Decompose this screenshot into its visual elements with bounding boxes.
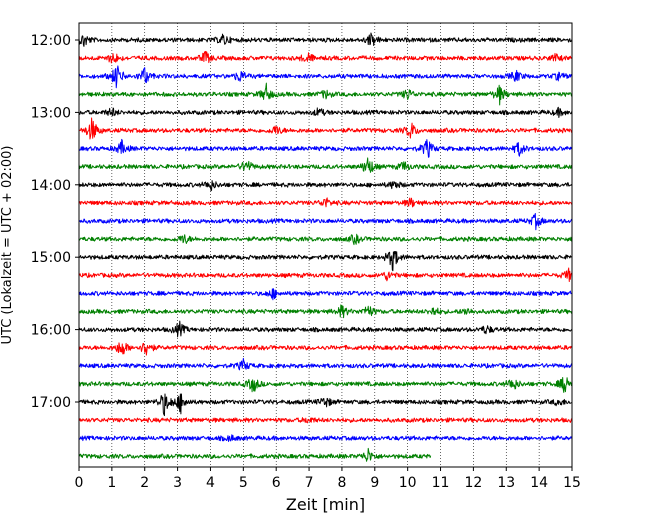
- trace-1615: [78, 342, 573, 356]
- trace-1345: [78, 157, 573, 173]
- x-tick-label: 15: [563, 475, 581, 491]
- trace-1645: [78, 377, 573, 393]
- x-tick-label: 8: [337, 475, 346, 491]
- y-tick-label: 13:00: [31, 105, 71, 121]
- y-tick-label: 17:00: [31, 395, 71, 411]
- x-tick-label: 14: [530, 475, 548, 491]
- x-tick-label: 4: [206, 475, 215, 491]
- x-tick-label: 5: [239, 475, 248, 491]
- y-tick-label: 15:00: [31, 250, 71, 266]
- x-tick-label: 3: [173, 475, 182, 491]
- trace-1445: [78, 233, 573, 246]
- trace-1600: [78, 320, 573, 338]
- y-tick-label: 12:00: [31, 33, 71, 49]
- x-tick-label: 13: [497, 475, 515, 491]
- trace-1315: [78, 117, 573, 140]
- trace-1200: [78, 32, 573, 47]
- x-tick-label: 11: [432, 475, 450, 491]
- trace-1400: [78, 180, 573, 192]
- x-tick-label: 12: [464, 475, 482, 491]
- trace-1515: [78, 267, 573, 283]
- x-tick-label: 9: [370, 475, 379, 491]
- trace-1230: [78, 65, 573, 89]
- trace-1700: [78, 393, 573, 417]
- x-axis-label: Zeit [min]: [286, 495, 365, 514]
- trace-1500: [78, 250, 573, 272]
- x-tick-label: 10: [399, 475, 417, 491]
- trace-1545: [78, 304, 573, 319]
- seismogram-traces: [78, 32, 573, 462]
- x-tick-label: 0: [75, 475, 84, 491]
- y-tick-label: 16:00: [31, 323, 71, 339]
- x-tick-label: 1: [107, 475, 116, 491]
- trace-1530: [78, 288, 573, 301]
- trace-1715: [78, 417, 573, 424]
- trace-1330: [78, 138, 573, 158]
- y-axis-label: UTC (Lokalzeit = UTC + 02:00): [0, 146, 15, 345]
- chart-plot-area: [78, 22, 573, 468]
- x-tick-label: 6: [272, 475, 281, 491]
- trace-1215: [78, 50, 573, 64]
- trace-1415: [78, 197, 573, 208]
- trace-1630: [78, 357, 573, 371]
- trace-1730: [78, 434, 573, 442]
- trace-1430: [78, 213, 573, 231]
- trace-1745: [78, 447, 432, 462]
- y-axis-ticks: 12:00 13:00 14:00 15:00 16:00 17:00: [31, 33, 79, 411]
- x-axis-ticks: 0 1 2 3 4 5 6 7 8 9 10 11 12 13 14 15: [75, 467, 581, 491]
- y-tick-label: 14:00: [31, 178, 71, 194]
- x-tick-label: 7: [305, 475, 314, 491]
- x-tick-label: 2: [140, 475, 149, 491]
- trace-1245: [78, 82, 573, 106]
- plot-frame: [78, 22, 573, 468]
- trace-1300: [78, 106, 573, 118]
